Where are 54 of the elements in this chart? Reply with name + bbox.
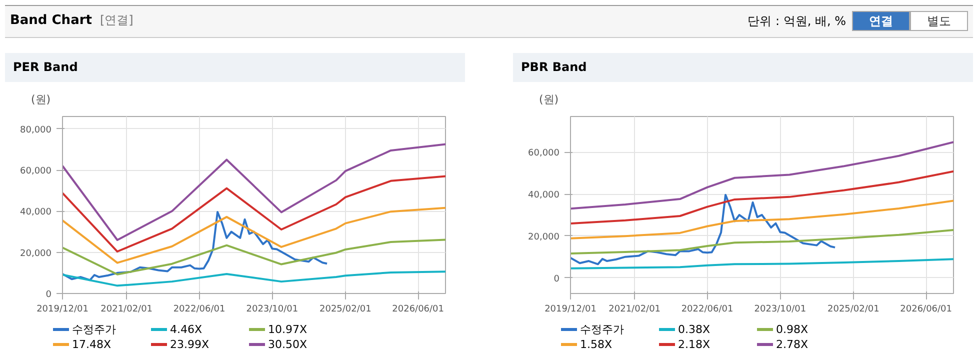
x-tick-label: 2025/02/01 (828, 304, 880, 314)
y-axis-title: (원) (30, 92, 51, 108)
x-tick-label: 2025/02/01 (320, 304, 372, 314)
line-series (570, 200, 954, 240)
x-tick-label: 2022/06/01 (681, 304, 734, 314)
line-series (62, 238, 446, 276)
line-series (62, 143, 446, 241)
legend-label: 17.48X (71, 337, 112, 352)
line-series (570, 170, 954, 225)
line-series (570, 141, 954, 210)
line-series (62, 206, 446, 264)
line-series (570, 229, 954, 254)
text: 단위 : 억원, 배, % (748, 14, 846, 28)
legend-label: 4.46X (169, 322, 204, 337)
text: 연결 (852, 10, 910, 31)
y-tick-label: 0 (554, 274, 560, 284)
x-tick-label: 2019/12/01 (36, 304, 88, 314)
text: Band Chart (10, 13, 92, 28)
text: [연결] (100, 13, 134, 27)
y-tick-label: 0 (46, 290, 52, 300)
chart-title: PER Band (5, 53, 465, 82)
y-tick-label: 20,000 (528, 232, 560, 242)
legend-label: 2.78X (775, 337, 810, 352)
y-tick-label: 80,000 (20, 125, 52, 136)
legend-label: 수정주가 (579, 322, 625, 337)
x-tick-label: 2026/06/01 (900, 304, 952, 314)
legend-label: 10.97X (267, 322, 308, 337)
x-tick-label: 2023/10/01 (754, 304, 806, 314)
x-tick-label: 2026/06/01 (392, 304, 444, 314)
x-tick-label: 2019/12/01 (544, 304, 596, 314)
legend-label: 1.58X (579, 337, 614, 352)
legend-label: 0.38X (677, 322, 712, 337)
text: 별도 (910, 10, 968, 31)
legend-label: 2.18X (677, 337, 712, 352)
line-series (570, 194, 836, 266)
line-series (62, 270, 446, 287)
x-tick-label: 2021/02/01 (608, 304, 661, 314)
line-series (62, 175, 446, 253)
line-series (62, 211, 328, 282)
legend-label: 0.98X (775, 322, 810, 337)
line-series (570, 258, 954, 270)
x-tick-label: 2022/06/01 (173, 304, 226, 314)
legend-label: 30.50X (267, 337, 308, 352)
legend-label: 수정주가 (71, 322, 117, 337)
y-tick-label: 60,000 (20, 166, 52, 177)
x-tick-label: 2021/02/01 (100, 304, 153, 314)
x-tick-label: 2023/10/01 (246, 304, 298, 314)
chart-title: PBR Band (513, 53, 973, 82)
y-tick-label: 40,000 (20, 208, 52, 218)
legend-label: 23.99X (169, 337, 210, 352)
y-tick-label: 60,000 (528, 148, 560, 159)
y-tick-label: 40,000 (528, 190, 560, 201)
y-axis-title: (원) (538, 92, 559, 108)
y-tick-label: 20,000 (20, 248, 52, 259)
